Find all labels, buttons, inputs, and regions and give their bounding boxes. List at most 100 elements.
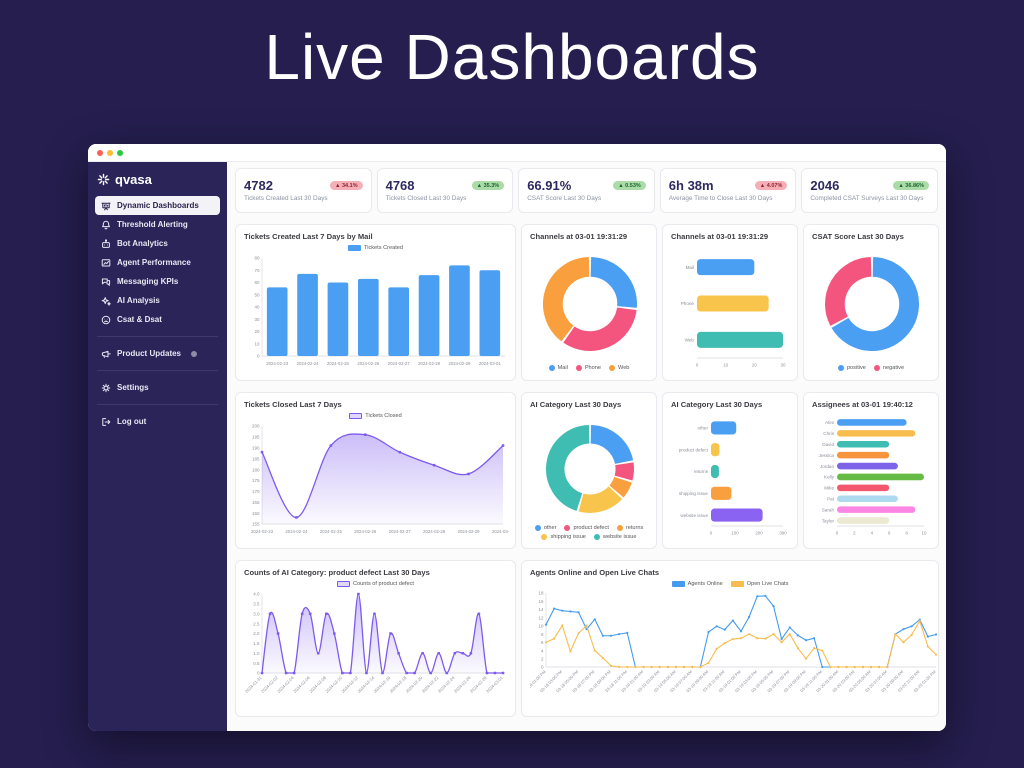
frown-face-icon [101,315,111,324]
sidebar-item-logout[interactable]: Log out [95,412,220,431]
robot-icon [102,238,110,248]
legend-swatch [541,534,548,540]
chart-legend: Counts of product defect [244,580,507,588]
chart-legend: positive negative [812,364,930,372]
svg-text:2024-02-26: 2024-02-26 [357,361,380,366]
sidebar-item-label: Settings [117,383,149,392]
sidebar-divider [97,370,218,371]
svg-text:Chris: Chris [823,431,834,436]
legend-swatch [837,365,844,371]
legend-label: negative [882,365,905,371]
sidebar-item-settings[interactable]: Settings [95,378,220,397]
chart-legend: Tickets Closed [244,412,507,420]
svg-text:2024-03-01: 2024-03-01 [479,361,502,366]
sidebar-item-label: Dynamic Dashboards [117,201,199,210]
legend-label: Tickets Closed [365,413,402,419]
megaphone-icon [101,350,111,358]
sidebar-item-csat-dsat[interactable]: Csat & Dsat [95,310,220,329]
sidebar-divider [97,336,218,337]
svg-text:Mail: Mail [686,265,694,270]
sidebar-item-product-updates[interactable]: Product Updates [95,344,220,363]
legend-swatch [337,581,351,587]
svg-text:0: 0 [541,665,544,670]
svg-text:60: 60 [254,280,260,285]
svg-text:14: 14 [538,607,544,612]
svg-text:30: 30 [781,363,786,368]
brand-name: qvasa [115,172,152,187]
svg-text:2024-02-24: 2024-02-24 [285,529,308,534]
chart-title: Tickets Created Last 7 Days by Mail [244,232,373,241]
svg-text:4: 4 [871,531,874,536]
svg-text:2: 2 [541,656,544,661]
gear-icon [101,383,111,392]
svg-text:4: 4 [541,648,544,653]
sidebar-item-label: Threshold Alerting [117,220,188,229]
sidebar-item-dynamic-dashboards[interactable]: Dynamic Dashboards [95,196,220,215]
kpi-row: 4782 ▲ 34.1% Tickets Created Last 30 Day… [235,168,938,213]
legend-label: positive [846,365,866,371]
svg-text:0: 0 [257,354,260,359]
legend-label: other [543,525,557,531]
kpi-delta-badge: ▲ 36.86% [893,181,929,190]
window-close-button[interactable] [97,149,103,156]
sidebar-item-ai-analysis[interactable]: AI Analysis [95,291,220,310]
svg-text:30: 30 [254,317,260,322]
legend-item: positive [837,365,866,371]
ai-category-horizontal-bar-chart: 0 100 200 300 other product defect returns ship… [679,421,787,536]
legend-item: other [534,525,557,531]
svg-text:2024-02-25: 2024-02-25 [320,529,343,534]
chart-title: AI Category Last 30 Days [671,400,763,409]
kpi-value: 4768 [385,178,415,193]
kpi-card-tickets-closed: 4768 ▲ 35.3% Tickets Closed Last 30 Days [376,168,514,213]
kpi-label: Tickets Created Last 30 Days [244,195,328,202]
kpi-card-csat-score: 66.91% ▲ 0.53% CSAT Score Last 30 Days [518,168,655,213]
legend-swatch [575,365,582,371]
svg-text:20: 20 [254,329,260,334]
svg-text:4.0: 4.0 [253,592,260,597]
sidebar-item-messaging-kpis[interactable]: Messaging KPIs [95,272,220,291]
svg-text:2024-02-27: 2024-02-27 [389,529,412,534]
chart-title: CSAT Score Last 30 Days [812,232,904,241]
window-zoom-button[interactable] [117,149,123,156]
svg-text:2.0: 2.0 [253,631,260,636]
svg-text:Sarah: Sarah [822,507,835,512]
legend-label: Agents Online [687,581,723,587]
sidebar-item-threshold-alerting[interactable]: Threshold Alerting [95,215,220,234]
legend-label: Open Live Chats [746,581,789,587]
kpi-value: 4782 [244,178,273,193]
svg-text:3.0: 3.0 [253,611,260,616]
svg-text:0: 0 [257,671,260,676]
legend-item: Web [609,365,629,371]
svg-text:300: 300 [779,531,787,536]
svg-text:2024-02-29: 2024-02-29 [458,529,481,534]
svg-text:1.0: 1.0 [253,651,260,656]
sidebar-item-bot-analytics[interactable]: Bot Analytics [95,234,220,253]
legend-swatch [348,245,362,251]
legend-swatch [671,581,685,587]
legend-label: Counts of product defect [353,581,414,587]
svg-text:185: 185 [252,456,260,461]
svg-text:2.5: 2.5 [253,621,260,626]
svg-text:16: 16 [538,599,544,604]
tickets-created-bar-chart: 0 10 20 30 40 50 60 70 80 2024-02-23 2024-02-24 202… [254,256,505,366]
svg-text:Mike: Mike [824,486,834,491]
window-minimize-button[interactable] [107,149,113,156]
svg-text:2024-02-25: 2024-02-25 [327,361,350,366]
sidebar-item-label: Agent Performance [117,258,191,267]
legend-item: website issue [593,534,637,540]
chart-legend: Agents Online Open Live Chats [530,580,930,588]
kpi-value: 6h 38m [668,178,714,193]
window-titlebar [88,144,946,162]
svg-text:6: 6 [888,531,891,536]
app-body: qvasa Dynamic Dashboards Threshold Alert… [88,162,946,731]
sidebar-item-agent-performance[interactable]: Agent Performance [95,253,220,272]
legend-item: Phone [575,365,601,371]
kpi-label: Average Time to Close Last 30 Days [668,195,773,202]
chart-legend: other product defect returns shipping issue… [530,525,648,540]
svg-text:David: David [822,442,834,447]
kpi-card-completed-surveys: 2046 ▲ 36.86% Completed CSAT Surveys Las… [801,168,938,213]
svg-text:Taylor: Taylor [822,518,835,523]
charts-grid: Tickets Created Last 7 Days by Mail Tick… [235,224,939,717]
legend-label: website issue [602,534,637,540]
